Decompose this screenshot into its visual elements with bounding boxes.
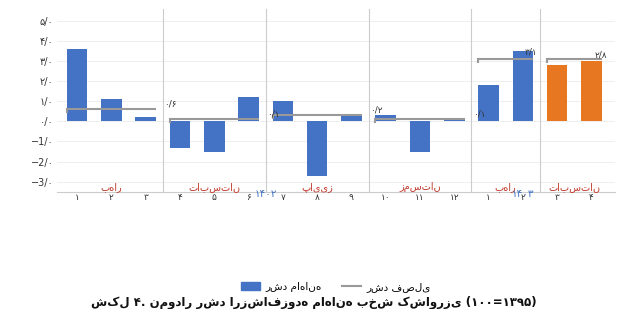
Text: زمستان: زمستان	[399, 182, 441, 192]
Bar	[341, 116, 362, 121]
Bar	[170, 121, 190, 147]
Text: شکل ۴. نمودار رشد ارزش‌افزوده ماهانه بخش کشاورزی (۱۰۰=۱۳۹۵): شکل ۴. نمودار رشد ارزش‌افزوده ماهانه بخش…	[91, 295, 537, 309]
Bar	[479, 85, 499, 121]
Bar	[444, 118, 465, 121]
Text: ۱۴۰۲: ۱۴۰۲	[254, 188, 277, 199]
Bar	[238, 97, 259, 121]
Bar	[581, 61, 602, 121]
Text: پاییز: پاییز	[301, 182, 333, 192]
Bar	[547, 66, 568, 121]
Text: ۰/۱: ۰/۱	[473, 109, 486, 118]
Text: ۲/۸: ۲/۸	[595, 50, 607, 59]
Text: ۳/۱: ۳/۱	[524, 47, 538, 56]
Bar	[409, 121, 430, 151]
Bar	[101, 99, 122, 121]
Text: ۰/۱: ۰/۱	[268, 109, 280, 118]
Legend: رشد ماهانه, رشد فصلی: رشد ماهانه, رشد فصلی	[237, 277, 435, 296]
Bar	[307, 121, 327, 176]
Bar	[136, 117, 156, 121]
Text: ۱۴۰۳: ۱۴۰۳	[512, 188, 534, 199]
Bar	[204, 121, 225, 151]
Bar	[376, 116, 396, 121]
Text: بهار: بهار	[495, 182, 517, 192]
Bar	[67, 49, 87, 121]
Text: ۰/۲: ۰/۲	[371, 105, 383, 114]
Text: ۰/۶: ۰/۶	[165, 99, 177, 108]
Text: بهار: بهار	[100, 182, 122, 192]
Text: تابستان: تابستان	[548, 182, 600, 192]
Bar	[273, 101, 293, 121]
Text: تابستان: تابستان	[188, 182, 241, 192]
Bar	[512, 51, 533, 121]
